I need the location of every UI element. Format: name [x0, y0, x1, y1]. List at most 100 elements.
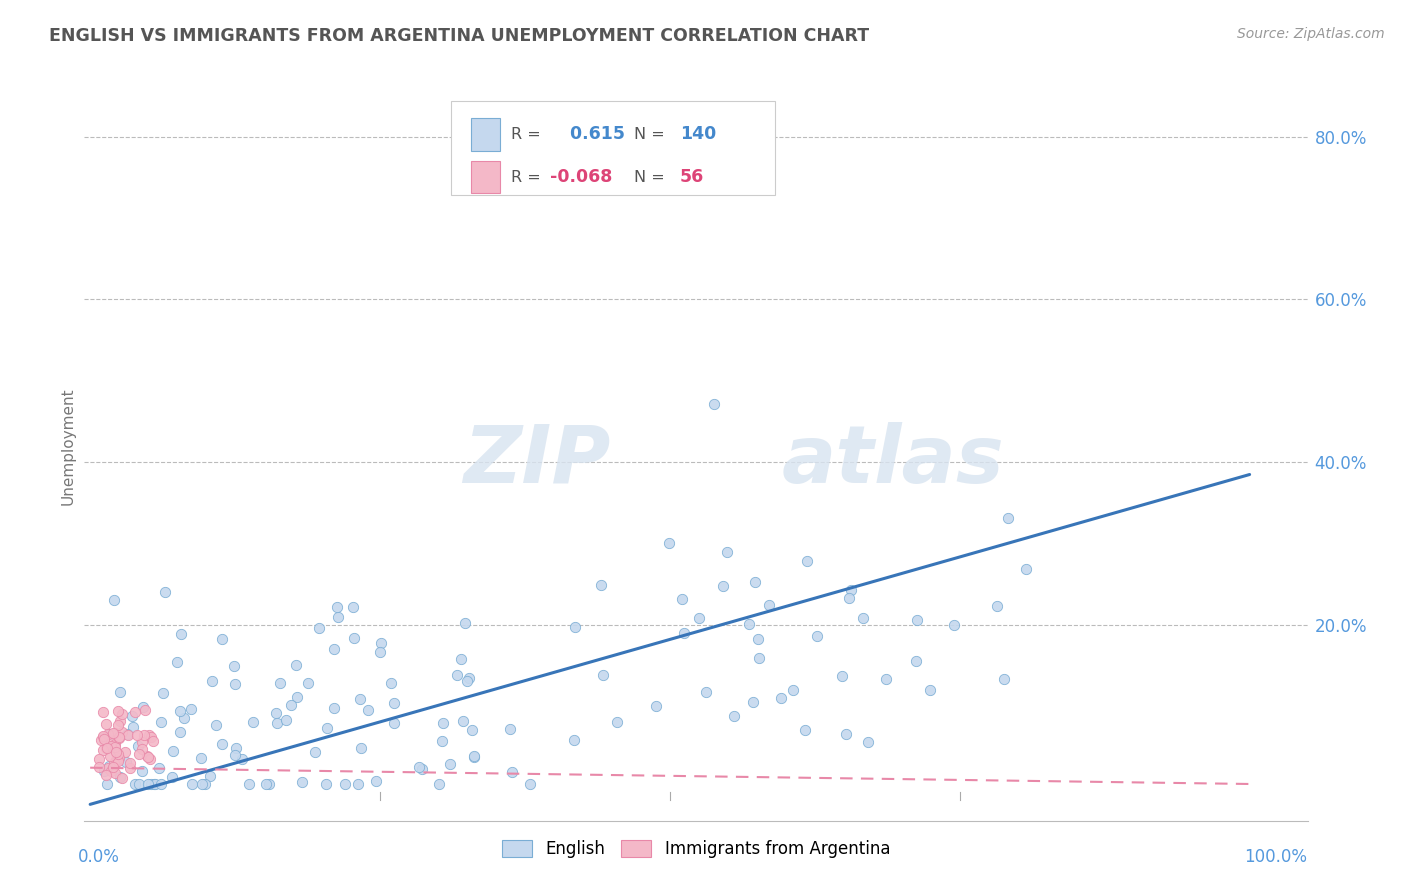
- Point: [793, 723, 815, 738]
- Point: [90, 732, 112, 747]
- Point: [315, 777, 337, 791]
- Point: [98, 727, 121, 741]
- Point: [328, 610, 350, 624]
- Point: [107, 747, 129, 761]
- Point: [100, 764, 122, 778]
- Point: [703, 397, 725, 411]
- Point: [193, 777, 215, 791]
- Point: [266, 715, 288, 730]
- Point: [382, 696, 405, 710]
- Point: [162, 744, 184, 758]
- Legend: English, Immigrants from Argentina: English, Immigrants from Argentina: [495, 833, 897, 864]
- Point: [100, 739, 122, 753]
- Point: [111, 724, 134, 739]
- Point: [166, 655, 188, 669]
- Point: [380, 676, 402, 690]
- Point: [97, 758, 120, 772]
- Point: [107, 718, 129, 732]
- Point: [91, 743, 114, 757]
- Point: [104, 726, 127, 740]
- Point: [382, 716, 405, 731]
- Point: [169, 725, 191, 739]
- Point: [370, 635, 392, 649]
- Point: [297, 676, 319, 690]
- Point: [326, 600, 349, 615]
- Point: [806, 629, 828, 643]
- Point: [91, 729, 114, 743]
- Point: [103, 725, 125, 739]
- Point: [238, 777, 260, 791]
- Point: [87, 759, 110, 773]
- Point: [150, 715, 173, 730]
- Point: [222, 658, 245, 673]
- Point: [205, 717, 228, 731]
- Point: [519, 777, 541, 791]
- Point: [564, 732, 586, 747]
- Point: [350, 741, 373, 756]
- Point: [304, 745, 326, 759]
- Point: [121, 709, 143, 723]
- Point: [747, 632, 769, 646]
- Point: [89, 752, 111, 766]
- Point: [671, 592, 693, 607]
- Point: [997, 511, 1019, 525]
- Point: [463, 749, 485, 764]
- Y-axis label: Unemployment: Unemployment: [60, 387, 76, 505]
- Point: [141, 777, 163, 791]
- Text: -0.068: -0.068: [550, 168, 613, 186]
- Point: [564, 619, 586, 633]
- Point: [136, 777, 159, 791]
- Point: [357, 703, 380, 717]
- Point: [224, 677, 246, 691]
- Point: [211, 737, 233, 751]
- Point: [142, 734, 165, 748]
- Point: [758, 599, 780, 613]
- Point: [454, 615, 477, 630]
- Point: [856, 734, 879, 748]
- Point: [316, 721, 339, 735]
- Point: [108, 714, 131, 729]
- Point: [716, 544, 738, 558]
- Point: [96, 741, 118, 756]
- Point: [408, 760, 430, 774]
- Point: [180, 701, 202, 715]
- Text: atlas: atlas: [782, 422, 1004, 500]
- Point: [132, 700, 155, 714]
- Point: [94, 740, 117, 755]
- Point: [118, 756, 141, 771]
- Point: [201, 674, 224, 689]
- Point: [108, 770, 131, 784]
- Point: [838, 591, 860, 605]
- Point: [101, 760, 124, 774]
- Point: [835, 727, 858, 741]
- Point: [349, 692, 371, 706]
- Point: [875, 672, 897, 686]
- Point: [280, 698, 302, 712]
- Text: 56: 56: [681, 168, 704, 186]
- Point: [100, 748, 122, 763]
- Point: [711, 579, 734, 593]
- Point: [97, 761, 120, 775]
- FancyBboxPatch shape: [451, 102, 776, 195]
- Point: [782, 682, 804, 697]
- Point: [125, 728, 148, 742]
- Point: [432, 734, 454, 748]
- Point: [114, 745, 136, 759]
- Text: ENGLISH VS IMMIGRANTS FROM ARGENTINA UNEMPLOYMENT CORRELATION CHART: ENGLISH VS IMMIGRANTS FROM ARGENTINA UNE…: [49, 27, 869, 45]
- Point: [461, 723, 484, 737]
- Point: [446, 667, 468, 681]
- Point: [190, 751, 212, 765]
- Point: [738, 617, 761, 632]
- Point: [105, 745, 128, 759]
- Point: [501, 764, 523, 779]
- Point: [993, 672, 1015, 686]
- Point: [104, 766, 127, 780]
- Point: [658, 535, 681, 549]
- Point: [308, 621, 330, 635]
- Point: [143, 777, 166, 791]
- Text: R =: R =: [512, 127, 546, 142]
- Point: [943, 618, 966, 632]
- Text: R =: R =: [512, 169, 546, 185]
- Point: [852, 611, 875, 625]
- Text: ZIP: ZIP: [463, 422, 610, 500]
